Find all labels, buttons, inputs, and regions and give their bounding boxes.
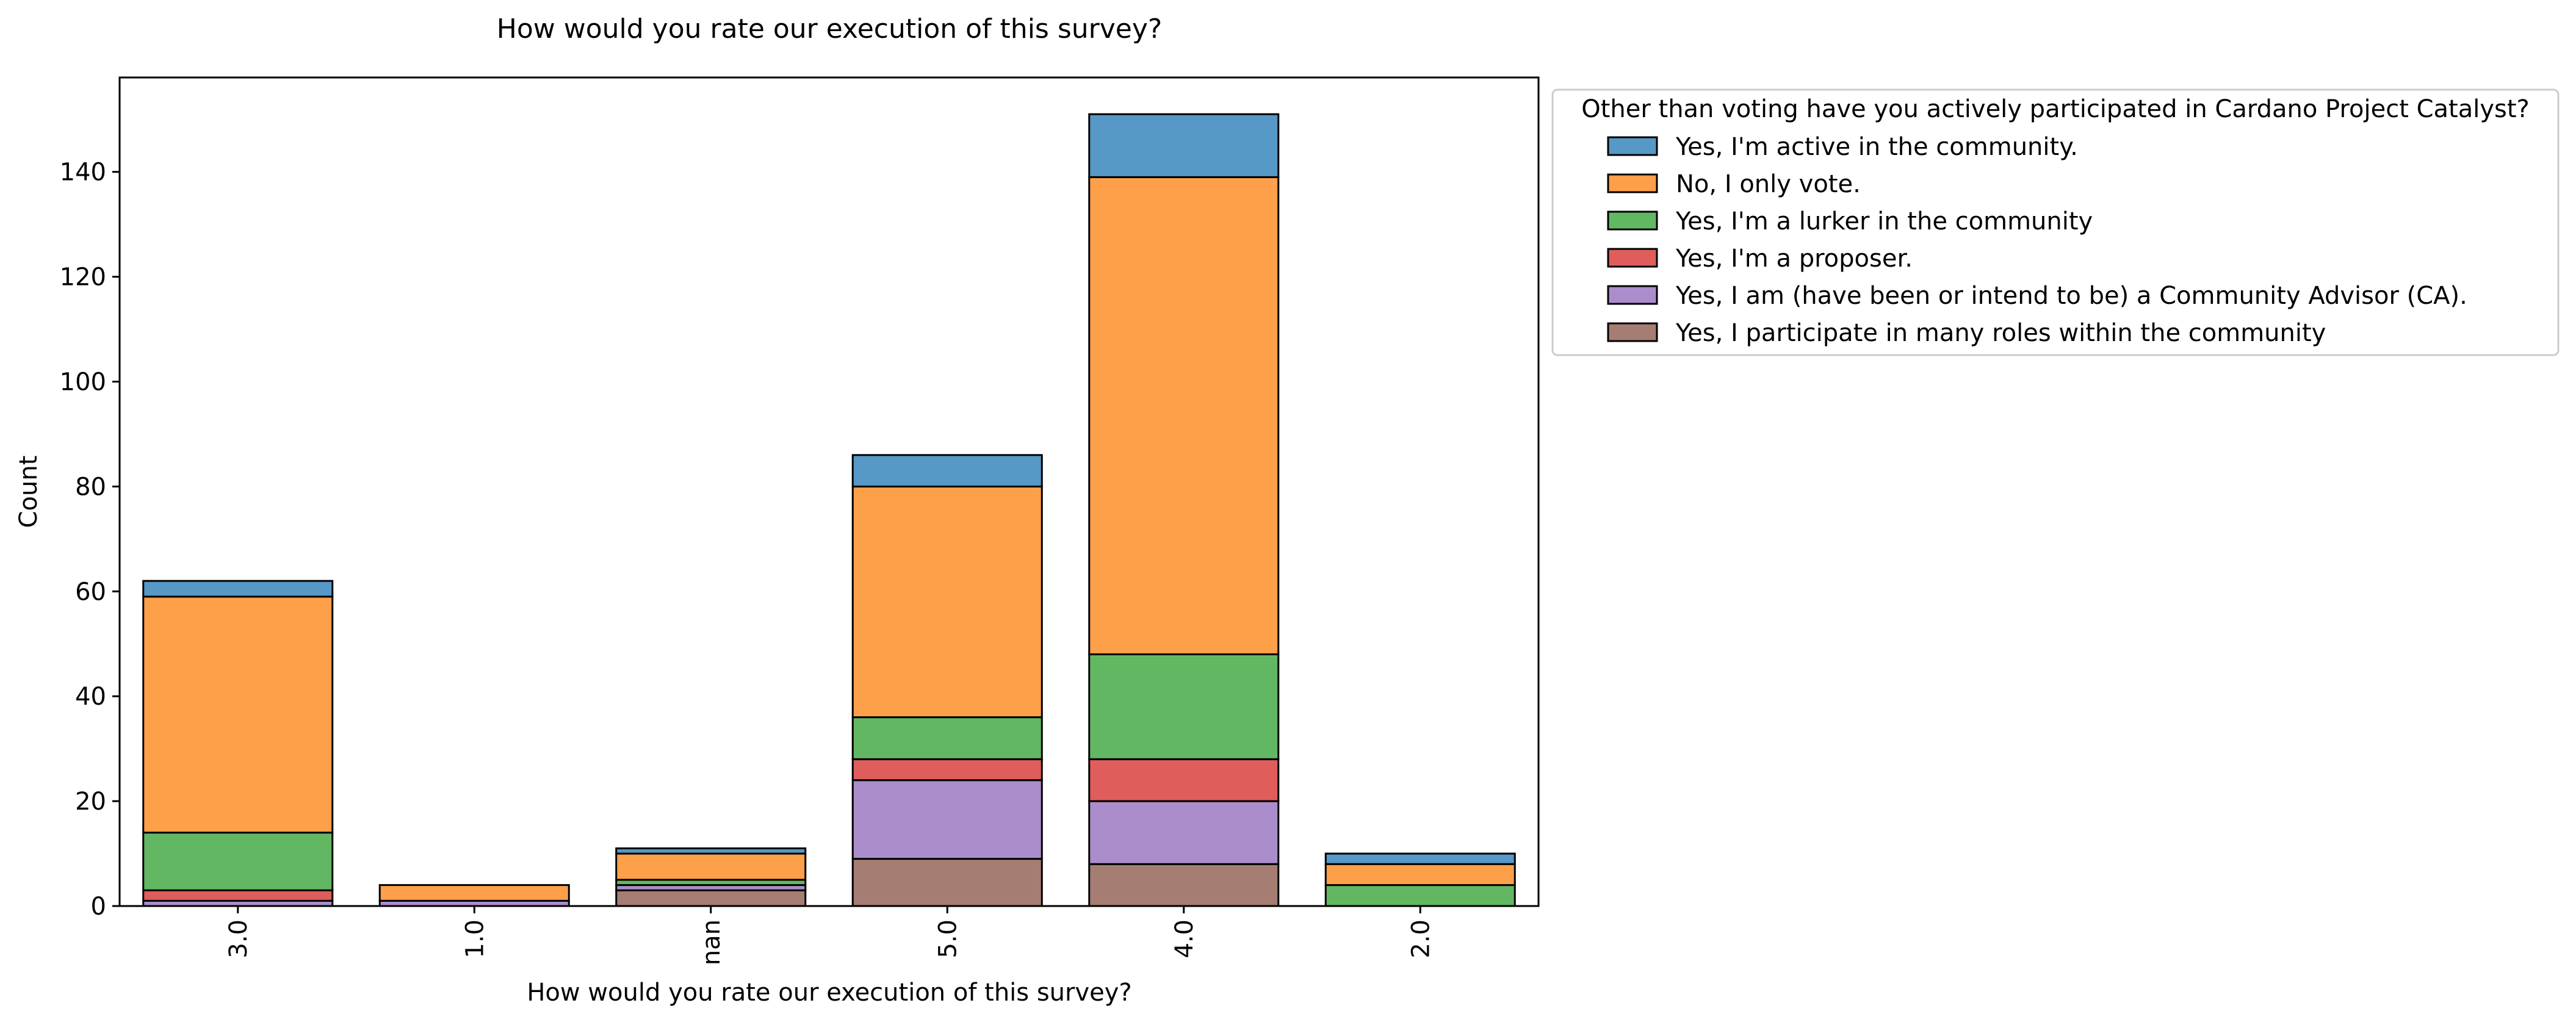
x-tick-label: 5.0 xyxy=(934,919,962,958)
x-axis: 3.0 1.0 nan 5.0 4.0 2.0 xyxy=(225,906,1435,965)
bar-segment xyxy=(851,858,1043,907)
plot-frame xyxy=(118,76,1540,907)
bar-segment xyxy=(615,889,807,907)
x-tick-label: nan xyxy=(698,919,726,965)
legend-swatch xyxy=(1607,173,1658,193)
bars xyxy=(142,113,1516,907)
y-tick-label: 60 xyxy=(75,578,106,606)
bar-segment xyxy=(1088,863,1280,907)
bar-segment xyxy=(1088,800,1280,865)
bar-segment xyxy=(1088,758,1280,802)
legend: Other than voting have you actively part… xyxy=(1551,88,2560,356)
y-tick-label: 40 xyxy=(75,683,106,711)
legend-label: Yes, I'm a proposer. xyxy=(1675,245,1913,273)
legend-label: Yes, I'm a lurker in the community xyxy=(1675,207,2093,236)
bar-segment xyxy=(378,884,570,902)
bar-segment xyxy=(142,832,334,891)
bar-segment xyxy=(851,485,1043,719)
legend-swatch xyxy=(1607,248,1658,268)
bar-segment xyxy=(1088,653,1280,760)
legend-items: Yes, I'm active in the community. No, I o… xyxy=(1607,133,2467,347)
bar-segment xyxy=(615,847,807,855)
legend-swatch xyxy=(1607,285,1658,305)
bar-segment xyxy=(1088,176,1280,655)
x-tick-label: 4.0 xyxy=(1171,919,1199,958)
x-tick-label: 3.0 xyxy=(225,919,253,958)
bar-segment xyxy=(1324,852,1516,865)
y-tick-label: 80 xyxy=(75,473,106,501)
x-tick-label: 2.0 xyxy=(1407,919,1435,958)
legend-label: No, I only vote. xyxy=(1676,170,1861,198)
legend-label: Yes, I'm active in the community. xyxy=(1675,133,2078,161)
bar-segment xyxy=(851,454,1043,487)
legend-label: Yes, I am (have been or intend to be) a … xyxy=(1675,282,2467,310)
chart-title: How would you rate our execution of this… xyxy=(497,13,1162,45)
bar-segment xyxy=(851,779,1043,860)
y-tick-label: 140 xyxy=(60,159,106,187)
bar-segment xyxy=(1324,884,1516,907)
bar-segment xyxy=(142,595,334,834)
legend-label: Yes, I participate in many roles within … xyxy=(1675,319,2326,347)
y-tick-label: 100 xyxy=(60,369,106,397)
x-tick-label: 1.0 xyxy=(461,919,489,958)
x-axis-label: How would you rate our execution of this… xyxy=(527,979,1131,1007)
bar-segment xyxy=(1088,113,1280,178)
y-tick-label: 0 xyxy=(91,893,106,921)
bar-segment xyxy=(142,889,334,902)
y-axis-label: Count xyxy=(15,456,43,528)
legend-swatch xyxy=(1607,322,1658,342)
bar-segment xyxy=(1324,863,1516,887)
legend-swatch xyxy=(1607,136,1658,156)
bar-segment xyxy=(851,716,1043,760)
bar-segment xyxy=(615,852,807,881)
legend-frame xyxy=(1551,88,2560,356)
bar-segment xyxy=(142,580,334,598)
y-axis: 0 20 40 60 80 100 120 140 xyxy=(60,159,120,921)
bar-segment xyxy=(851,758,1043,782)
y-tick-label: 20 xyxy=(75,788,106,816)
legend-title: Other than voting have you actively part… xyxy=(1581,95,2530,123)
y-tick-label: 120 xyxy=(60,264,106,292)
legend-swatch xyxy=(1607,210,1658,231)
